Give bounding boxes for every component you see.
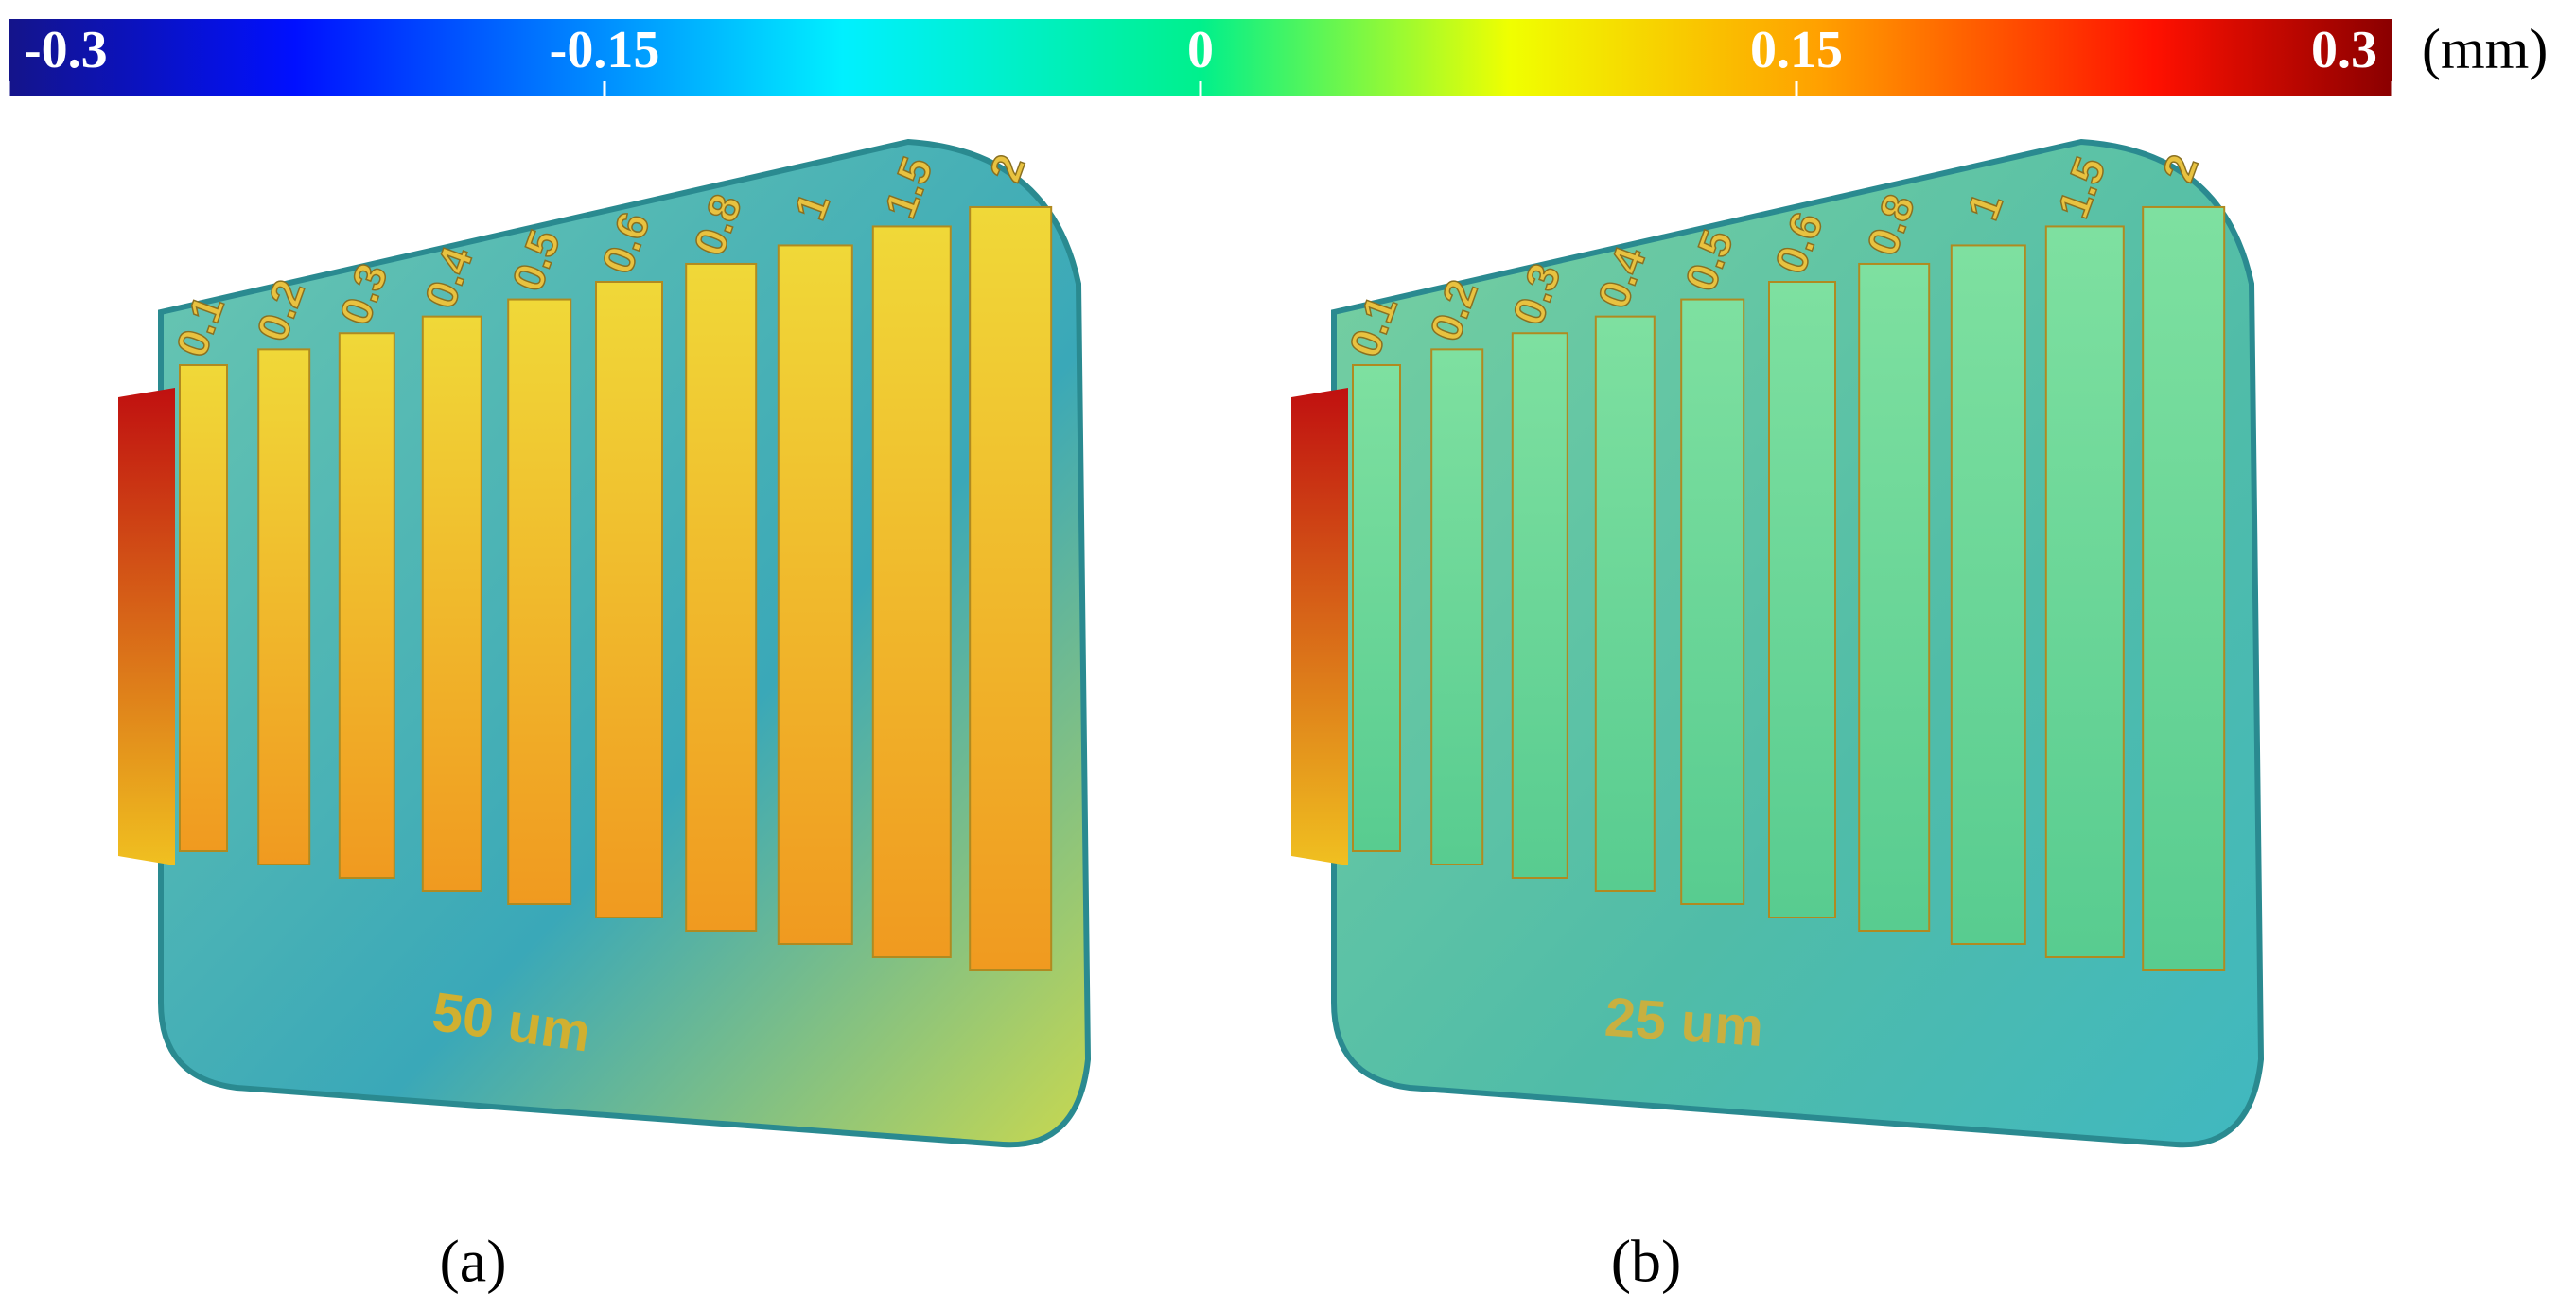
colorbar-tick-label: 0.3 [2311,21,2377,79]
colorbar-tick-label: -0.15 [550,21,660,79]
colorbar-unit: (mm) [2422,18,2548,80]
feature-bar [1768,281,1836,918]
panel-label: (b) [1611,1228,1682,1295]
feature-bar [1352,364,1401,852]
feature-bar [1950,244,2026,945]
specimen-edge [1291,388,1348,865]
feature-bar [1594,315,1656,892]
feature-bar [257,348,311,865]
colorbar-tick-label: 0.15 [1750,21,1843,79]
colorbar-tick-label: -0.3 [24,21,108,79]
specimen-caption: 25 um [1603,987,1765,1059]
feature-bar [338,332,395,879]
feature-bar [179,364,228,852]
feature-bar [2142,205,2226,971]
colorbar-tick-label: 0 [1187,21,1214,79]
feature-bar [507,298,572,905]
specimen-edge [118,388,175,865]
feature-bar [1858,262,1931,932]
feature-bar [777,244,853,945]
feature-bar [595,281,663,918]
panel-label: (a) [439,1228,506,1295]
feature-bar [421,315,482,892]
feature-bar [871,225,952,958]
feature-bar [969,205,1053,971]
feature-bar [1511,332,1568,879]
feature-bar [2044,225,2125,958]
feature-bar [1680,298,1745,905]
feature-bar [685,262,758,932]
feature-bar [1430,348,1484,865]
